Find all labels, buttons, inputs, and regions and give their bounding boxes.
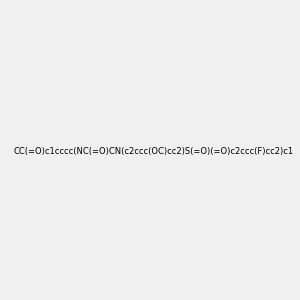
Text: CC(=O)c1cccc(NC(=O)CN(c2ccc(OC)cc2)S(=O)(=O)c2ccc(F)cc2)c1: CC(=O)c1cccc(NC(=O)CN(c2ccc(OC)cc2)S(=O)…: [14, 147, 294, 156]
